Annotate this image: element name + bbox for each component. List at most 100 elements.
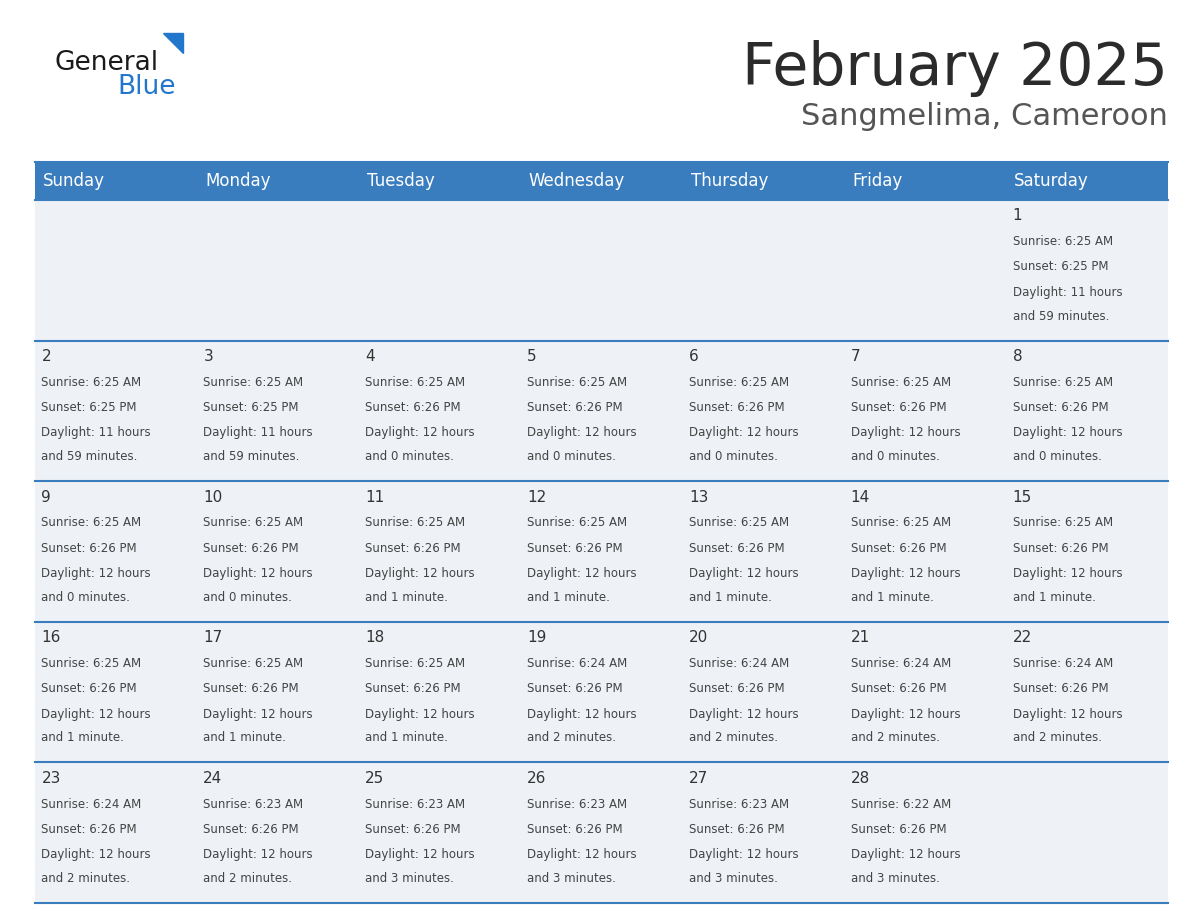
Text: Daylight: 11 hours: Daylight: 11 hours	[1012, 285, 1123, 298]
Text: and 2 minutes.: and 2 minutes.	[203, 872, 292, 885]
Text: Sunset: 6:26 PM: Sunset: 6:26 PM	[203, 823, 299, 836]
Text: 5: 5	[527, 349, 537, 364]
Text: Sunset: 6:26 PM: Sunset: 6:26 PM	[851, 682, 947, 695]
Text: Daylight: 12 hours: Daylight: 12 hours	[365, 848, 475, 861]
Bar	[197, 621, 359, 763]
Text: 17: 17	[203, 631, 222, 645]
Text: Friday: Friday	[852, 172, 903, 190]
Text: Sunset: 6:26 PM: Sunset: 6:26 PM	[365, 823, 461, 836]
Text: Sunrise: 6:22 AM: Sunrise: 6:22 AM	[851, 798, 952, 811]
Text: Sunrise: 6:25 AM: Sunrise: 6:25 AM	[42, 657, 141, 670]
Text: Sunrise: 6:25 AM: Sunrise: 6:25 AM	[851, 516, 950, 530]
Text: Sunset: 6:25 PM: Sunset: 6:25 PM	[1012, 261, 1108, 274]
Text: and 3 minutes.: and 3 minutes.	[689, 872, 778, 885]
Text: and 59 minutes.: and 59 minutes.	[42, 450, 138, 464]
Bar	[359, 481, 520, 621]
Text: Sunset: 6:26 PM: Sunset: 6:26 PM	[527, 823, 623, 836]
Text: Monday: Monday	[206, 172, 271, 190]
Text: Daylight: 12 hours: Daylight: 12 hours	[689, 567, 798, 580]
Bar	[845, 162, 1006, 200]
Text: Blue: Blue	[116, 74, 176, 100]
Text: Daylight: 12 hours: Daylight: 12 hours	[527, 426, 637, 440]
Text: Sunrise: 6:23 AM: Sunrise: 6:23 AM	[689, 798, 789, 811]
Text: Sunrise: 6:25 AM: Sunrise: 6:25 AM	[203, 375, 303, 388]
Text: Sunrise: 6:24 AM: Sunrise: 6:24 AM	[527, 657, 627, 670]
Bar	[359, 763, 520, 903]
Bar	[197, 481, 359, 621]
Text: Daylight: 12 hours: Daylight: 12 hours	[851, 848, 960, 861]
Bar	[845, 763, 1006, 903]
Bar	[682, 162, 845, 200]
Text: Sunrise: 6:23 AM: Sunrise: 6:23 AM	[203, 798, 303, 811]
Text: Sunset: 6:26 PM: Sunset: 6:26 PM	[203, 542, 299, 554]
Text: Sunrise: 6:25 AM: Sunrise: 6:25 AM	[1012, 375, 1113, 388]
Text: and 1 minute.: and 1 minute.	[203, 732, 286, 744]
Bar	[197, 200, 359, 341]
Text: 20: 20	[689, 631, 708, 645]
Bar	[34, 763, 197, 903]
Text: Sunrise: 6:25 AM: Sunrise: 6:25 AM	[1012, 235, 1113, 248]
Text: and 1 minute.: and 1 minute.	[851, 591, 934, 604]
Text: Sunset: 6:26 PM: Sunset: 6:26 PM	[42, 542, 137, 554]
Bar	[845, 481, 1006, 621]
Text: 8: 8	[1012, 349, 1022, 364]
Text: 27: 27	[689, 771, 708, 786]
Bar	[197, 763, 359, 903]
Text: and 0 minutes.: and 0 minutes.	[527, 450, 615, 464]
Polygon shape	[163, 33, 183, 53]
Text: Daylight: 12 hours: Daylight: 12 hours	[42, 848, 151, 861]
Text: February 2025: February 2025	[742, 40, 1168, 97]
Text: Wednesday: Wednesday	[529, 172, 625, 190]
Text: Sunrise: 6:25 AM: Sunrise: 6:25 AM	[689, 375, 789, 388]
Text: and 1 minute.: and 1 minute.	[365, 732, 448, 744]
Text: and 2 minutes.: and 2 minutes.	[1012, 732, 1101, 744]
Text: Sunset: 6:26 PM: Sunset: 6:26 PM	[851, 401, 947, 414]
Text: Sunrise: 6:23 AM: Sunrise: 6:23 AM	[527, 798, 627, 811]
Text: 14: 14	[851, 489, 870, 505]
Text: Sunset: 6:26 PM: Sunset: 6:26 PM	[689, 682, 784, 695]
Bar	[34, 341, 197, 481]
Bar	[197, 162, 359, 200]
Text: and 0 minutes.: and 0 minutes.	[851, 450, 940, 464]
Text: Sunrise: 6:24 AM: Sunrise: 6:24 AM	[851, 657, 952, 670]
Text: Sunset: 6:26 PM: Sunset: 6:26 PM	[365, 682, 461, 695]
Text: 6: 6	[689, 349, 699, 364]
Bar	[520, 200, 682, 341]
Text: Sunset: 6:26 PM: Sunset: 6:26 PM	[365, 401, 461, 414]
Text: Sunrise: 6:25 AM: Sunrise: 6:25 AM	[42, 375, 141, 388]
Text: Daylight: 12 hours: Daylight: 12 hours	[851, 708, 960, 721]
Text: and 3 minutes.: and 3 minutes.	[365, 872, 454, 885]
Text: 18: 18	[365, 631, 385, 645]
Text: 1: 1	[1012, 208, 1022, 223]
Bar	[845, 621, 1006, 763]
Text: Sunset: 6:26 PM: Sunset: 6:26 PM	[689, 542, 784, 554]
Text: Daylight: 12 hours: Daylight: 12 hours	[689, 848, 798, 861]
Text: Sunrise: 6:25 AM: Sunrise: 6:25 AM	[527, 375, 627, 388]
Bar	[1006, 481, 1168, 621]
Text: and 0 minutes.: and 0 minutes.	[203, 591, 292, 604]
Text: 26: 26	[527, 771, 546, 786]
Text: and 0 minutes.: and 0 minutes.	[1012, 450, 1101, 464]
Bar	[34, 162, 197, 200]
Text: Sunset: 6:26 PM: Sunset: 6:26 PM	[851, 823, 947, 836]
Text: 11: 11	[365, 489, 385, 505]
Bar	[520, 621, 682, 763]
Bar	[359, 162, 520, 200]
Text: 9: 9	[42, 489, 51, 505]
Text: and 1 minute.: and 1 minute.	[365, 591, 448, 604]
Text: Daylight: 12 hours: Daylight: 12 hours	[42, 567, 151, 580]
Text: and 59 minutes.: and 59 minutes.	[203, 450, 299, 464]
Text: Thursday: Thursday	[690, 172, 767, 190]
Text: and 0 minutes.: and 0 minutes.	[365, 450, 454, 464]
Text: and 2 minutes.: and 2 minutes.	[851, 732, 940, 744]
Bar	[34, 481, 197, 621]
Bar	[359, 621, 520, 763]
Text: Sunset: 6:26 PM: Sunset: 6:26 PM	[1012, 682, 1108, 695]
Bar	[520, 162, 682, 200]
Text: Sunset: 6:26 PM: Sunset: 6:26 PM	[42, 823, 137, 836]
Text: Daylight: 12 hours: Daylight: 12 hours	[1012, 567, 1123, 580]
Text: Sunrise: 6:25 AM: Sunrise: 6:25 AM	[1012, 516, 1113, 530]
Bar	[682, 481, 845, 621]
Text: Daylight: 12 hours: Daylight: 12 hours	[527, 848, 637, 861]
Bar	[1006, 200, 1168, 341]
